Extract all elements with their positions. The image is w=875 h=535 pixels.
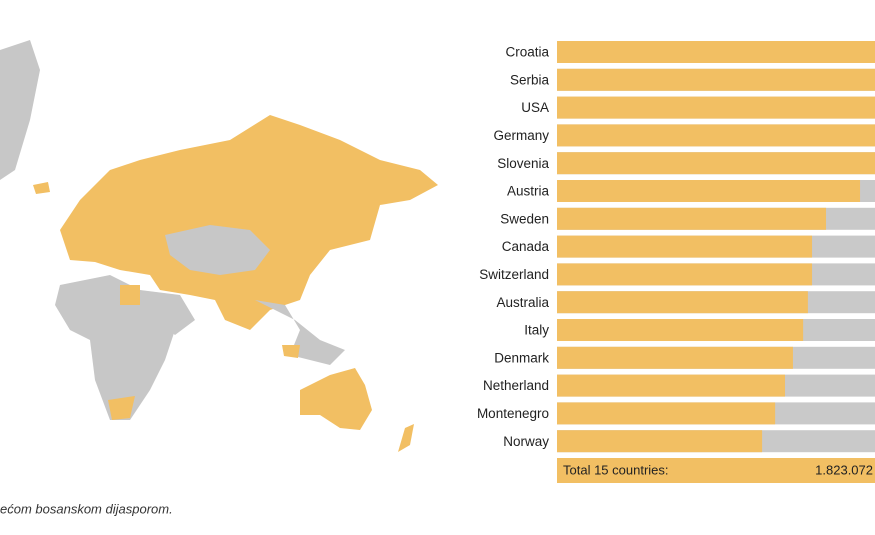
category-label: Croatia — [505, 45, 549, 60]
world-map — [0, 40, 438, 452]
bar — [557, 180, 861, 202]
bar — [557, 235, 813, 258]
bar — [557, 374, 786, 397]
category-label: Germany — [493, 128, 549, 143]
category-label: Slovenia — [497, 156, 549, 171]
category-label: Italy — [524, 323, 549, 338]
middle-east — [140, 290, 195, 335]
bar — [557, 41, 875, 63]
caption: ećom bosanskom dijasporom. — [0, 501, 173, 516]
total-row — [557, 458, 875, 483]
bar — [557, 430, 763, 453]
europe-russia — [60, 115, 438, 330]
bar — [557, 96, 875, 119]
category-label: Austria — [507, 184, 550, 199]
australia — [300, 368, 372, 430]
category-label: Sweden — [500, 211, 549, 226]
new-zealand — [398, 424, 414, 452]
iceland — [33, 182, 50, 194]
category-label: Montenegro — [477, 406, 549, 421]
bar — [557, 263, 813, 286]
bar — [557, 124, 875, 147]
category-label: Serbia — [510, 72, 550, 87]
bar — [557, 152, 875, 175]
bar-chart: Croatia Serbia USA Germany Slovenia Austria Sw… — [477, 41, 875, 483]
category-label: Canada — [502, 239, 550, 254]
egypt — [120, 285, 140, 305]
southeast-asia — [255, 300, 345, 365]
total-label: Total 15 countries: — [563, 462, 669, 477]
category-label: Switzerland — [479, 267, 549, 282]
total-value: 1.823.072 — [815, 462, 873, 477]
category-label: Australia — [496, 295, 549, 310]
central-asia — [165, 225, 270, 275]
bar — [557, 346, 793, 369]
bar — [557, 68, 875, 91]
greenland — [0, 40, 40, 180]
bar — [557, 207, 827, 230]
bar — [557, 402, 776, 425]
category-label: Netherland — [483, 378, 549, 393]
indonesia — [282, 345, 300, 358]
category-label: USA — [521, 100, 549, 115]
africa — [55, 275, 175, 420]
bar — [557, 319, 804, 341]
category-label: Denmark — [494, 350, 549, 365]
south-africa — [108, 396, 135, 420]
category-label: Norway — [503, 434, 549, 449]
bar — [557, 291, 808, 314]
